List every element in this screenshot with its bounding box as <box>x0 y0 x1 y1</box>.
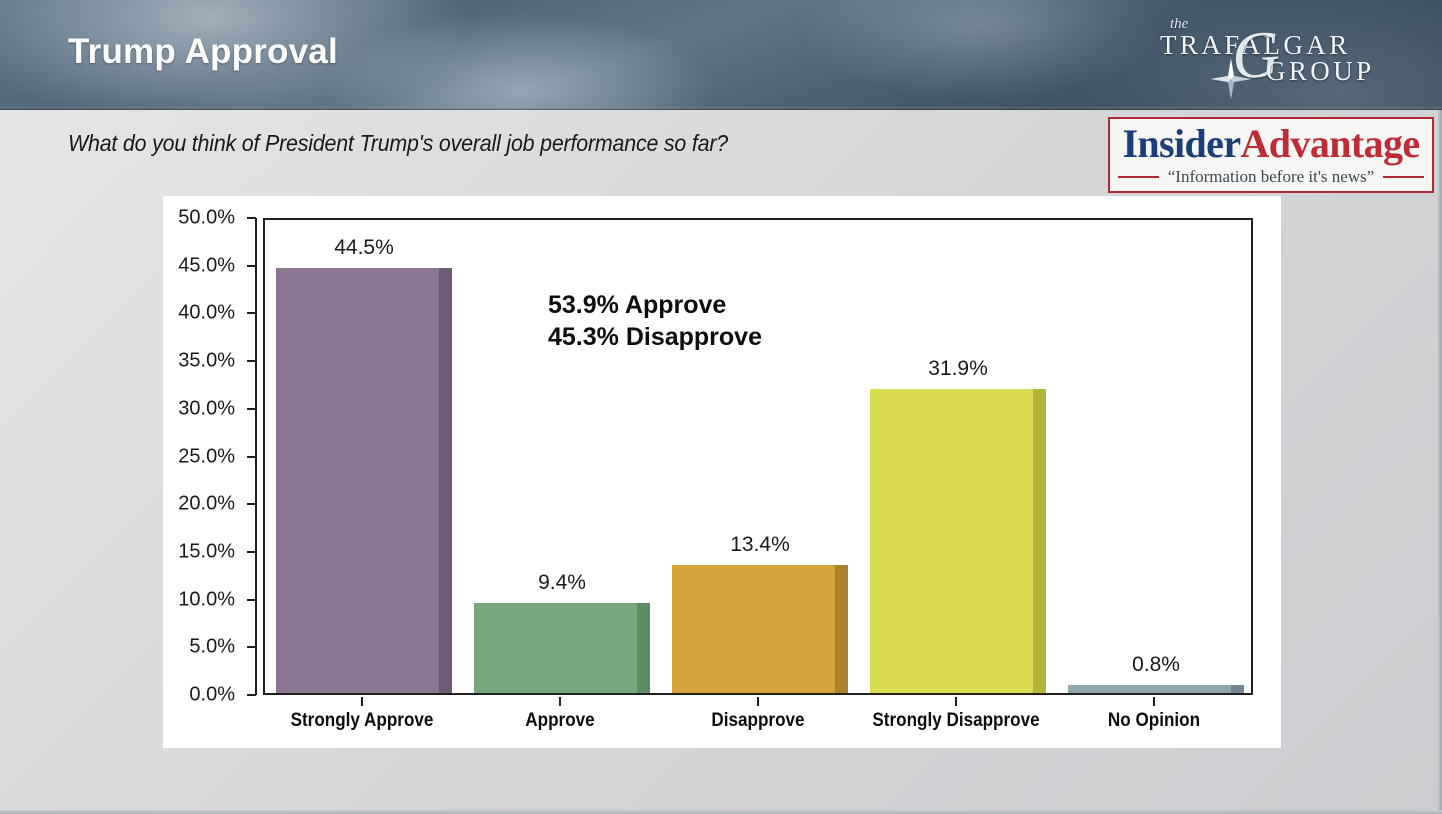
y-axis-tick-mark <box>247 312 256 315</box>
y-axis-tick-mark <box>247 264 256 267</box>
trafalgar-the-text: the <box>1170 16 1189 32</box>
bar-side-shadow <box>637 603 650 693</box>
insideradvantage-tagline-row: “Information before it's news” <box>1110 167 1432 187</box>
annotation-line: 45.3% Disapprove <box>548 323 762 351</box>
bar-no-opinion[interactable] <box>1068 685 1244 693</box>
y-axis-tick-label: 15.0% <box>178 540 235 563</box>
bar-side-shadow <box>1033 388 1046 693</box>
bar-disapprove[interactable] <box>672 565 848 693</box>
chart-annotation: 53.9% Approve 45.3% Disapprove <box>548 289 762 353</box>
poll-question: What do you think of President Trump's o… <box>68 130 729 156</box>
x-axis-tick-mark <box>1153 697 1155 706</box>
y-axis: 0.0% 5.0% 10.0% 15.0% 20.0% 25.0% 30.0% 35.0% 40… <box>163 196 249 748</box>
page-title: Trump Approval <box>68 32 338 71</box>
x-axis: Strongly Approve Approve Disapprove Strongl… <box>263 697 1253 745</box>
tagline-rule-left <box>1118 176 1159 178</box>
insideradvantage-wordmark: InsiderAdvantage <box>1122 121 1420 166</box>
x-axis-category-label: Strongly Approve <box>290 710 434 731</box>
y-axis-tick-label: 5.0% <box>189 635 235 658</box>
slide-edge-right <box>1438 0 1442 814</box>
y-axis-spine <box>255 218 257 695</box>
y-axis-tick-mark <box>247 407 256 410</box>
insideradvantage-logo: InsiderAdvantage “Information before it'… <box>1108 117 1434 193</box>
x-axis-tick-mark <box>757 697 759 706</box>
bar-strongly-disapprove[interactable] <box>870 388 1046 693</box>
trafalgar-group-logo: the TRAFALGAR G GROUP <box>1148 16 1378 100</box>
insideradvantage-word-secondary: Advantage <box>1240 121 1420 166</box>
y-axis-tick-mark <box>247 550 256 553</box>
y-axis-tick-mark <box>247 503 256 506</box>
insideradvantage-word-primary: Insider <box>1122 121 1241 166</box>
bar-side-shadow <box>1231 685 1244 693</box>
y-axis-tick-mark <box>247 646 256 649</box>
y-axis-tick-label: 50.0% <box>178 206 235 229</box>
y-axis-tick-label: 40.0% <box>178 301 235 324</box>
x-axis-category-label: Strongly Disapprove <box>872 710 1040 731</box>
y-axis-tick-mark <box>247 217 256 219</box>
bar-value-label: 9.4% <box>538 571 586 595</box>
y-axis-tick-mark <box>247 598 256 601</box>
y-axis-tick-mark <box>247 455 256 458</box>
trafalgar-wordmark-line1: TRAFALGAR <box>1160 30 1351 60</box>
insideradvantage-tagline: “Information before it's news” <box>1167 167 1375 186</box>
header-band: Trump Approval the TRAFALGAR G GROUP <box>0 0 1442 110</box>
tagline-rule-right <box>1383 176 1425 178</box>
y-axis-tick-label: 45.0% <box>178 254 235 277</box>
slide-edge-bottom <box>0 810 1442 814</box>
compass-rose-icon <box>1210 58 1252 100</box>
y-axis-tick-mark <box>247 360 256 363</box>
bar-approve[interactable] <box>474 603 650 693</box>
annotation-line: 53.9% Approve <box>548 291 727 319</box>
bar-value-label: 13.4% <box>730 533 790 557</box>
bar-strongly-approve[interactable] <box>276 268 452 693</box>
y-axis-tick-label: 35.0% <box>178 349 235 372</box>
bar-value-label: 44.5% <box>334 236 394 260</box>
x-axis-tick-mark <box>361 697 363 706</box>
x-axis-category-label: Disapprove <box>711 710 805 731</box>
bar-side-shadow <box>439 268 452 693</box>
y-axis-tick-label: 25.0% <box>178 445 235 467</box>
trafalgar-wordmark-line2: GROUP <box>1266 56 1375 86</box>
bar-fill <box>1068 685 1244 693</box>
bar-value-label: 31.9% <box>928 356 988 380</box>
bar-value-label: 0.8% <box>1132 653 1180 677</box>
x-axis-tick-mark <box>955 697 957 706</box>
bar-fill <box>870 388 1046 693</box>
bar-fill <box>672 565 848 693</box>
bar-fill <box>276 268 452 693</box>
chart-panel: 0.0% 5.0% 10.0% 15.0% 20.0% 25.0% 30.0% 35.0% 40… <box>163 196 1281 748</box>
y-axis-tick-label: 10.0% <box>178 588 235 611</box>
y-axis-tick-label: 20.0% <box>178 492 235 515</box>
x-axis-category-label: No Opinion <box>1107 710 1201 731</box>
y-axis-tick-label: 0.0% <box>189 683 235 706</box>
bar-fill <box>474 603 650 693</box>
x-axis-tick-mark <box>559 697 561 706</box>
y-axis-tick-label: 30.0% <box>178 397 235 420</box>
plot-area: 44.5% 9.4% 13.4% 31.9% 0.8% <box>263 218 1253 695</box>
x-axis-category-label: Approve <box>525 710 595 731</box>
y-axis-tick-mark <box>247 694 256 696</box>
bar-side-shadow <box>835 565 848 693</box>
